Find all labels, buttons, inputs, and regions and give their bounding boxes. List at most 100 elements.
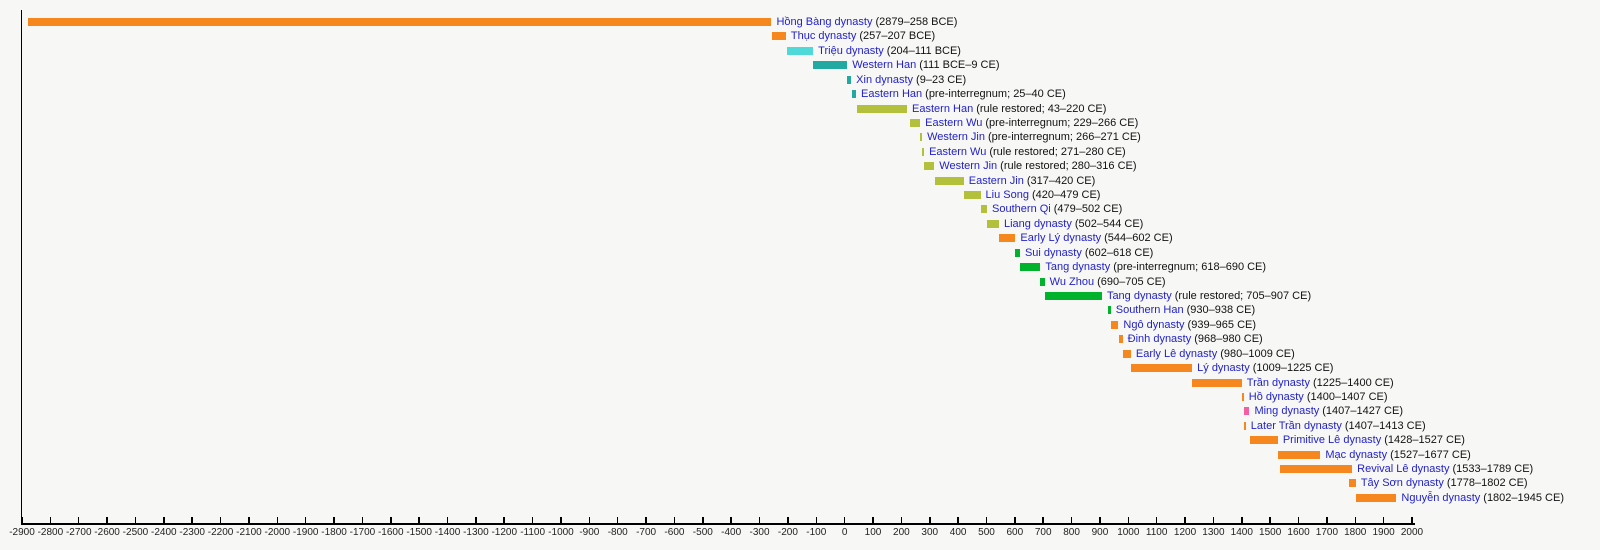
x-tick-label: -2600 (94, 527, 120, 538)
dynasty-name-link[interactable]: Western Jin (939, 160, 998, 173)
timeline-bar (1119, 335, 1123, 344)
dynasty-name-link[interactable]: Tang dynasty (1106, 289, 1172, 302)
dynasty-name-link[interactable]: Triệu dynasty (818, 44, 884, 57)
timeline-row-label: Eastern Wu (pre-interregnum; 229–266 CE) (925, 116, 1138, 130)
x-tick-label: -1500 (406, 527, 432, 538)
timeline-bar (1111, 320, 1119, 329)
dynasty-date-range: (1400–1407 CE) (1306, 390, 1388, 403)
dynasty-name-link[interactable]: Eastern Wu (929, 145, 987, 158)
timeline-bar (1249, 436, 1278, 445)
x-tick-label: -2100 (236, 527, 262, 538)
x-tick-label: -1700 (349, 527, 376, 538)
dynasty-name-link[interactable]: Eastern Han (912, 102, 974, 115)
dynasty-name-link[interactable]: Southern Han (1115, 304, 1184, 317)
x-tick (900, 517, 903, 523)
dynasty-name-link[interactable]: Đinh dynasty (1127, 333, 1192, 346)
x-tick (1099, 517, 1101, 523)
x-tick (49, 517, 52, 523)
dynasty-name-link[interactable]: Later Trần dynasty (1250, 419, 1342, 432)
x-tick-label: -500 (692, 527, 713, 538)
timeline-bar (909, 118, 921, 127)
dynasty-name-link[interactable]: Western Han (852, 59, 917, 72)
x-tick (418, 517, 420, 523)
dynasty-date-range: (1428–1527 CE) (1384, 434, 1465, 447)
timeline-row-label: Thục dynasty (257–207 BCE) (791, 29, 935, 43)
timeline-row-label: Later Trần dynasty (1407–1413 CE) (1251, 419, 1426, 433)
dynasty-name-link[interactable]: Revival Lê dynasty (1357, 463, 1450, 476)
x-tick (77, 517, 80, 523)
timeline-bar (813, 61, 848, 70)
dynasty-name-link[interactable]: Sui dynasty (1024, 246, 1082, 259)
dynasty-date-range: (111 BCE–9 CE) (919, 59, 1000, 72)
dynasty-name-link[interactable]: Eastern Han (861, 88, 923, 101)
x-tick (1241, 517, 1243, 523)
timeline-bar (921, 147, 925, 156)
dynasty-date-range: (968–980 CE) (1194, 333, 1263, 346)
timeline-row-label: Early Lý dynasty (544–602 CE) (1020, 231, 1172, 245)
y-axis-line (20, 10, 22, 525)
dynasty-name-link[interactable]: Xin dynasty (856, 73, 914, 86)
timeline-row-label: Eastern Wu (rule restored; 271–280 CE) (929, 145, 1126, 159)
timeline-bar (1192, 378, 1242, 387)
dynasty-name-link[interactable]: Primitive Lê dynasty (1282, 434, 1382, 447)
x-tick (588, 517, 591, 523)
x-tick-label: -1900 (292, 527, 319, 538)
dynasty-name-link[interactable]: Hồ dynasty (1248, 390, 1304, 403)
dynasty-name-link[interactable]: Tây Sơn dynasty (1360, 477, 1444, 490)
timeline-bar (998, 234, 1016, 243)
x-tick-label: 1300 (1202, 527, 1225, 538)
x-tick-label: 1100 (1145, 527, 1168, 538)
dynasty-date-range: (1527–1677 CE) (1390, 448, 1471, 461)
dynasty-name-link[interactable]: Liang dynasty (1003, 217, 1072, 230)
timeline-row-label: Eastern Jin (317–420 CE) (969, 174, 1096, 188)
x-tick-label: 800 (1063, 527, 1080, 538)
x-tick-label: 400 (949, 527, 967, 538)
timeline-row-label: Ngô dynasty (939–965 CE) (1123, 318, 1256, 332)
x-tick-label: 1600 (1287, 527, 1310, 538)
x-tick (730, 517, 732, 523)
dynasty-name-link[interactable]: Western Jin (927, 131, 985, 144)
dynasty-date-range: (9–23 CE) (916, 73, 967, 86)
dynasty-name-link[interactable]: Trần dynasty (1246, 376, 1310, 389)
dynasty-name-link[interactable]: Liu Song (985, 189, 1029, 202)
dynasty-name-link[interactable]: Eastern Wu (925, 116, 983, 129)
dynasty-name-link[interactable]: Early Lê dynasty (1135, 347, 1218, 360)
dynasty-name-link[interactable]: Ngô dynasty (1123, 318, 1185, 331)
dynasty-date-range: (pre-interregnum; 229–266 CE) (985, 116, 1139, 129)
dynasty-date-range: (939–965 CE) (1187, 318, 1257, 331)
dynasty-date-range: (420–479 CE) (1031, 189, 1101, 202)
dynasty-name-link[interactable]: Thục dynasty (790, 30, 857, 43)
dynasty-date-range: (rule restored; 43–220 CE) (976, 102, 1107, 115)
timeline-bar (1019, 263, 1041, 272)
x-tick (248, 517, 250, 523)
timeline-bar (980, 205, 988, 214)
x-tick (1354, 517, 1356, 523)
dynasty-name-link[interactable]: Southern Qi (992, 203, 1051, 216)
dynasty-name-link[interactable]: Ming dynasty (1254, 405, 1320, 418)
dynasty-date-range: (317–420 CE) (1026, 174, 1096, 187)
timeline-row-label: Western Jin (rule restored; 280–316 CE) (939, 159, 1136, 173)
x-tick (673, 517, 676, 523)
dynasty-name-link[interactable]: Wu Zhou (1049, 275, 1095, 288)
x-tick (560, 517, 562, 523)
dynasty-date-range: (1407–1413 CE) (1344, 419, 1426, 432)
x-tick-label: 1400 (1230, 527, 1253, 538)
dynasty-date-range: (602–618 CE) (1084, 246, 1154, 259)
dynasty-name-link[interactable]: Eastern Jin (968, 174, 1024, 187)
x-tick-label: -1800 (321, 527, 347, 538)
timeline-bar (771, 32, 786, 41)
x-tick-label: 1900 (1372, 527, 1395, 538)
dynasty-name-link[interactable]: Lý dynasty (1197, 362, 1250, 375)
dynasty-name-link[interactable]: Hồng Bàng dynasty (776, 16, 873, 28)
dynasty-name-link[interactable]: Nguyễn dynasty (1401, 491, 1481, 504)
x-tick (645, 517, 647, 523)
timeline-row-label: Triệu dynasty (204–111 BCE) (818, 44, 961, 58)
x-tick-label: 200 (893, 527, 910, 538)
x-tick (1382, 517, 1385, 523)
timeline-bar (27, 18, 772, 26)
x-tick-label: 900 (1091, 527, 1109, 538)
dynasty-name-link[interactable]: Mạc dynasty (1325, 448, 1388, 461)
dynasty-name-link[interactable]: Tang dynasty (1045, 261, 1111, 274)
dynasty-name-link[interactable]: Early Lý dynasty (1020, 232, 1102, 245)
timeline-row-label: Southern Qi (479–502 CE) (992, 202, 1122, 216)
